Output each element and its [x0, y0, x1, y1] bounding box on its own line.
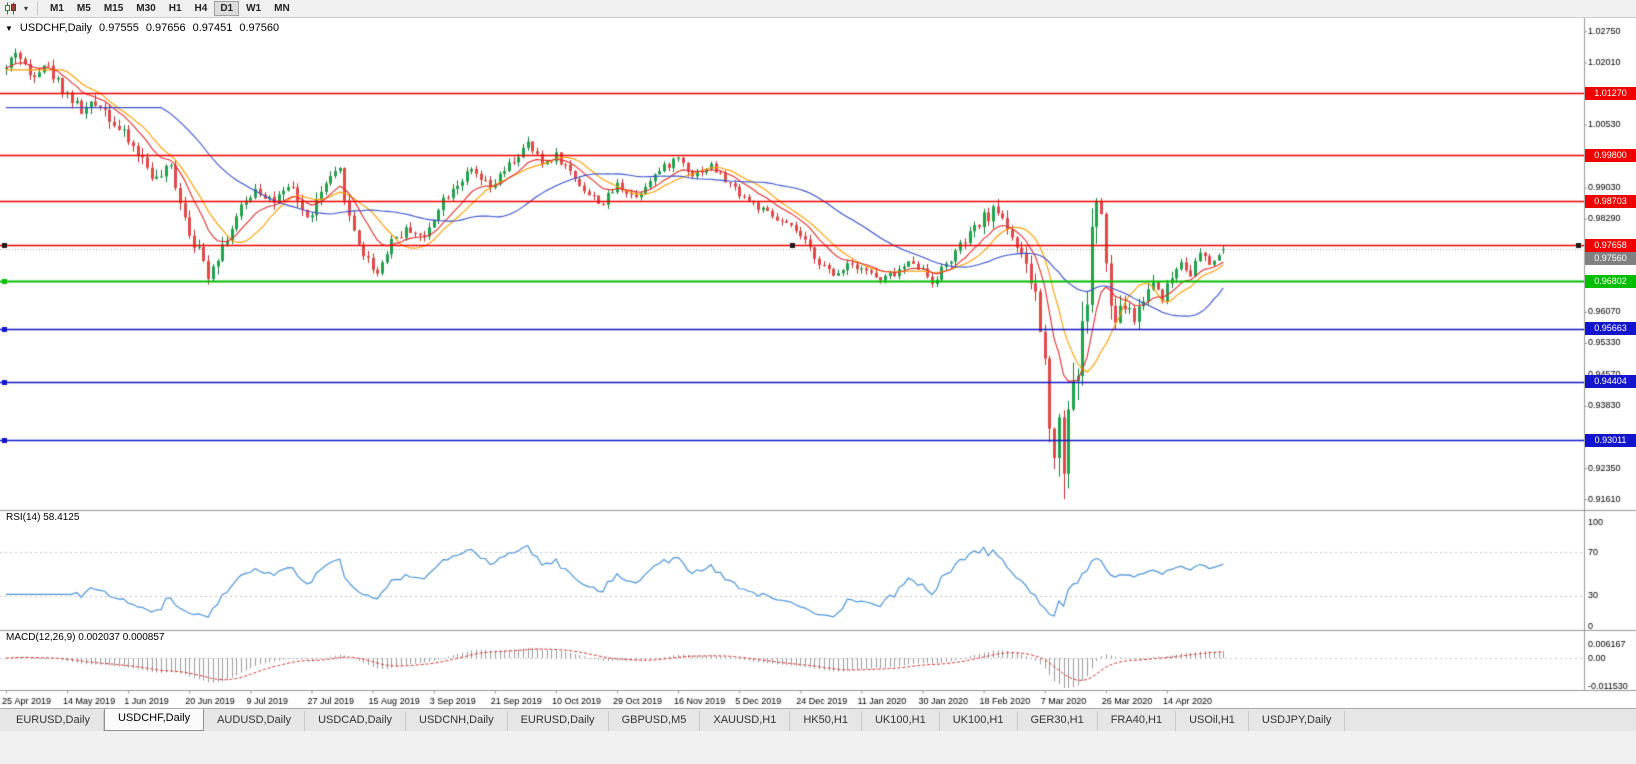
- price-tag-0-93011: 0.93011: [1585, 434, 1636, 447]
- price-tag-0-97658: 0.97658: [1585, 239, 1636, 252]
- chart-tab-uk100-h1[interactable]: UK100,H1: [940, 711, 1018, 731]
- collapse-triangle-icon[interactable]: ▼: [5, 23, 13, 33]
- timeframe-button-m1[interactable]: M1: [44, 1, 70, 16]
- timeframe-button-d1[interactable]: D1: [214, 1, 240, 16]
- toolbar-separator: [37, 2, 38, 15]
- chart-area: ▼ USDCHF,Daily 0.97555 0.97656 0.97451 0…: [0, 18, 1636, 708]
- timeframe-button-m15[interactable]: M15: [98, 1, 129, 16]
- timeframe-toolbar: ▾ M1 M5 M15 M30 H1 H4 D1 W1 MN: [0, 0, 1636, 18]
- timeframe-button-mn[interactable]: MN: [268, 1, 296, 16]
- price-tag-0-98703: 0.98703: [1585, 195, 1636, 208]
- timeframe-button-w1[interactable]: W1: [240, 1, 267, 16]
- timeframe-buttons: M1 M5 M15 M30 H1 H4 D1 W1 MN: [44, 1, 296, 16]
- chart-tab-gbpusd-m5[interactable]: GBPUSD,M5: [609, 711, 701, 731]
- price-tag-0-94404: 0.94404: [1585, 375, 1636, 388]
- dropdown-caret-icon[interactable]: ▾: [23, 4, 28, 13]
- chart-tab-usoil-h1[interactable]: USOil,H1: [1176, 711, 1249, 731]
- timeframe-button-h4[interactable]: H4: [189, 1, 214, 16]
- bottom-filler: [0, 731, 1636, 763]
- chart-tab-usdchf-daily[interactable]: USDCHF,Daily: [103, 709, 205, 731]
- price-tag-0-99800: 0.99800: [1585, 149, 1636, 162]
- chart-tab-usdcnh-daily[interactable]: USDCNH,Daily: [406, 711, 508, 731]
- chart-tab-usdjpy-daily[interactable]: USDJPY,Daily: [1249, 711, 1346, 731]
- chart-tab-uk100-h1[interactable]: UK100,H1: [862, 711, 940, 731]
- chart-tabs-bar: EURUSD,Daily USDCHF,Daily AUDUSD,Daily USDC…: [0, 708, 1636, 731]
- chart-tab-audusd-daily[interactable]: AUDUSD,Daily: [204, 711, 306, 731]
- chart-tab-eurusd-daily[interactable]: EURUSD,Daily: [508, 711, 609, 731]
- chart-candles-icon[interactable]: [3, 1, 19, 16]
- price-tag-0-95663: 0.95663: [1585, 322, 1636, 335]
- chart-tab-usdcad-daily[interactable]: USDCAD,Daily: [305, 711, 407, 731]
- chart-tab-eurusd-daily[interactable]: EURUSD,Daily: [3, 711, 104, 731]
- timeframe-button-h1[interactable]: H1: [163, 1, 188, 16]
- chart-tab-hk50-h1[interactable]: HK50,H1: [790, 711, 862, 731]
- timeframe-button-m30[interactable]: M30: [130, 1, 161, 16]
- chart-tab-xauusd-h1[interactable]: XAUUSD,H1: [700, 711, 791, 731]
- price-tag-1-01270: 1.01270: [1585, 87, 1636, 100]
- chart-tab-fra40-h1[interactable]: FRA40,H1: [1098, 711, 1177, 731]
- price-chart-canvas[interactable]: [0, 18, 1636, 708]
- timeframe-button-m5[interactable]: M5: [71, 1, 97, 16]
- current-price-tag: 0.97560: [1585, 252, 1636, 265]
- price-tag-0-96802: 0.96802: [1585, 275, 1636, 288]
- chart-tab-ger30-h1[interactable]: GER30,H1: [1018, 711, 1098, 731]
